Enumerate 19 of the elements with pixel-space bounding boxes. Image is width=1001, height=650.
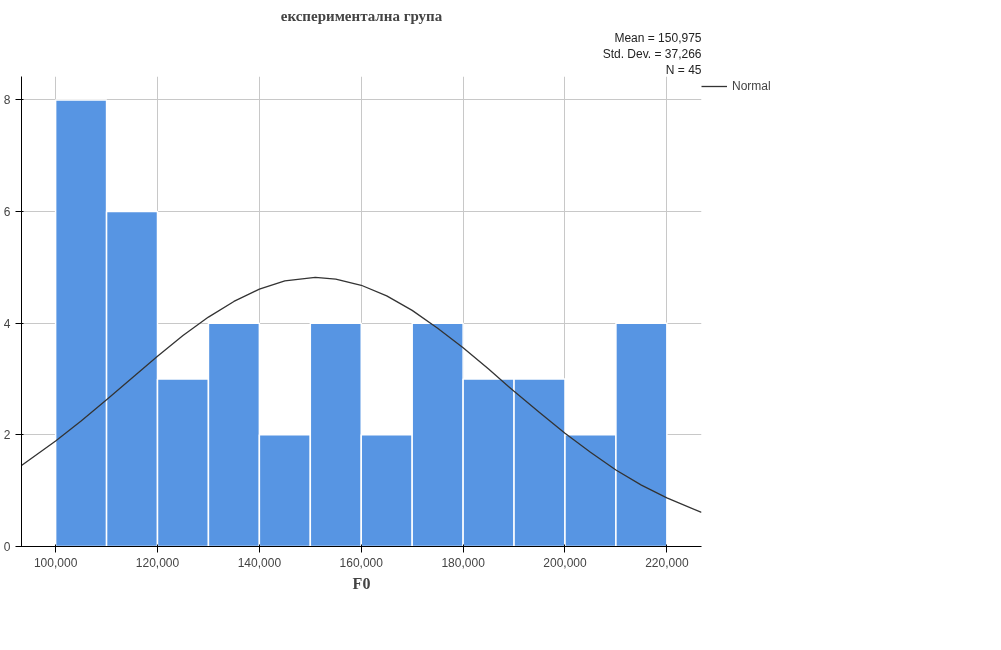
x-tick-label: 140,000	[237, 555, 282, 570]
text: Std. Dev. = 37,266	[602, 46, 702, 61]
annotation: N = 45	[665, 62, 702, 77]
x-axis-title: F0	[352, 574, 371, 592]
y-tick-label: 0	[3, 540, 11, 554]
y-tick-label: 6	[3, 205, 11, 220]
y-tick-label: 4	[3, 316, 11, 331]
x-tick-label: 180,000	[441, 555, 486, 570]
x-tick-label: 200,000	[543, 555, 588, 570]
x-tick-label: 160,000	[339, 555, 384, 570]
text: Mean = 150,975	[614, 30, 702, 45]
x-tick-label: 220,000	[645, 555, 689, 570]
x-tick-label: 100,000	[33, 555, 78, 570]
x-tick-label: 120,000	[135, 555, 180, 570]
y-tick-label: 2	[3, 428, 11, 443]
legend-label: Normal	[732, 79, 771, 93]
y-tick-label: 8	[3, 93, 11, 108]
line-series	[21, 276, 702, 514]
chart-title: експериментална група	[280, 7, 443, 24]
